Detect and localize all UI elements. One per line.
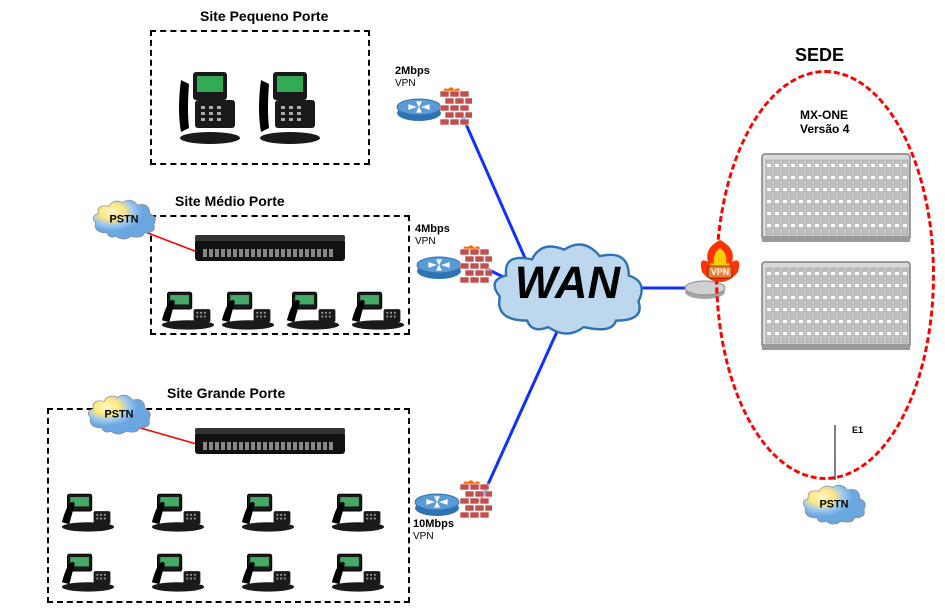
- router-medium-icon: [415, 253, 463, 286]
- phone-icon: [150, 552, 206, 597]
- svg-text:PSTN: PSTN: [104, 409, 133, 421]
- sede-title: SEDE: [795, 45, 844, 66]
- phone-icon: [255, 70, 325, 150]
- phone-icon: [150, 492, 206, 537]
- pstn-large-cloud: PSTN: [85, 390, 153, 445]
- router-large-icon: [413, 490, 461, 523]
- site-small-vpn-label: VPN: [395, 78, 416, 89]
- phone-icon: [285, 290, 341, 335]
- site-large-title: Site Grande Porte: [167, 385, 285, 401]
- wan-cloud: WAN: [485, 240, 650, 345]
- firewall-large-icon: [460, 480, 492, 525]
- site-small-bw-label: 2Mbps: [395, 65, 430, 77]
- site-medium-bw-label: 4Mbps: [415, 223, 450, 235]
- server-rack-1-icon: [760, 150, 912, 251]
- sede-server-line1: MX-ONE: [800, 108, 848, 122]
- vpn-sede-icon: VPN: [692, 238, 748, 293]
- site-large-vpn-label: VPN: [413, 531, 434, 542]
- phone-icon: [240, 492, 296, 537]
- sede-e1-label: E1: [852, 425, 863, 435]
- site-medium-vpn-label: VPN: [415, 236, 436, 247]
- site-medium-title: Site Médio Porte: [175, 193, 285, 209]
- sede-server-line2: Versão 4: [800, 122, 849, 136]
- server-rack-2-icon: [760, 258, 912, 359]
- phone-icon: [330, 492, 386, 537]
- router-small-icon: [395, 95, 443, 128]
- phone-icon: [60, 552, 116, 597]
- svg-text:PSTN: PSTN: [109, 214, 138, 226]
- site-small-title: Site Pequeno Porte: [200, 8, 328, 24]
- phone-icon: [175, 70, 245, 150]
- svg-text:PSTN: PSTN: [819, 499, 848, 511]
- phone-icon: [330, 552, 386, 597]
- svg-text:WAN: WAN: [515, 257, 622, 308]
- pstn-sede-cloud: PSTN: [800, 480, 868, 535]
- firewall-medium-icon: [460, 245, 492, 290]
- firewall-small-icon: [440, 87, 472, 132]
- phone-icon: [60, 492, 116, 537]
- switch-medium-icon: [195, 235, 345, 270]
- pstn-medium-cloud: PSTN: [90, 195, 158, 250]
- phone-icon: [220, 290, 276, 335]
- phone-icon: [350, 290, 406, 335]
- svg-text:VPN: VPN: [711, 267, 730, 277]
- switch-large-icon: [195, 428, 345, 463]
- phone-icon: [160, 290, 216, 335]
- phone-icon: [240, 552, 296, 597]
